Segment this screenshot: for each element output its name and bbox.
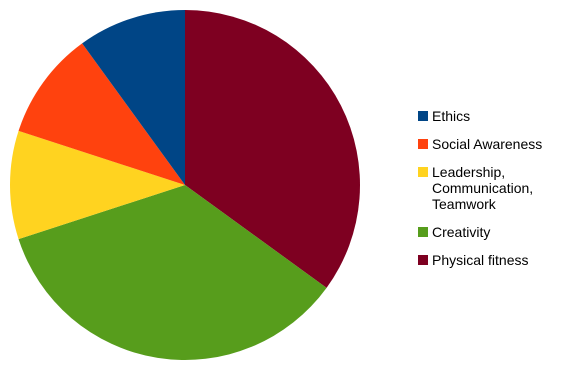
- legend: Ethics Social Awareness Leadership, Commun…: [418, 108, 542, 280]
- legend-label: Creativity: [432, 224, 491, 240]
- pie-slice-physical: [185, 10, 360, 288]
- legend-item: Social Awareness: [418, 136, 542, 164]
- legend-item: Leadership, Communication, Teamwork: [418, 164, 542, 224]
- legend-label: Ethics: [432, 108, 471, 124]
- legend-swatch: [418, 167, 428, 177]
- legend-item: Creativity: [418, 224, 542, 252]
- legend-label: Social Awareness: [432, 136, 543, 152]
- legend-swatch: [418, 111, 428, 121]
- legend-swatch: [418, 255, 428, 265]
- legend-label: Physical fitness: [432, 252, 529, 268]
- legend-item: Physical fitness: [418, 252, 542, 280]
- legend-swatch: [418, 227, 428, 237]
- legend-label: Leadership, Communication, Teamwork: [432, 164, 534, 212]
- pie-slice-ethics: [82, 10, 185, 185]
- pie-slice-leadership: [9, 130, 185, 240]
- legend-swatch: [418, 139, 428, 149]
- pie-slice-creativity: [18, 185, 327, 360]
- legend-item: Ethics: [418, 108, 542, 136]
- pie-slice-social: [18, 43, 185, 185]
